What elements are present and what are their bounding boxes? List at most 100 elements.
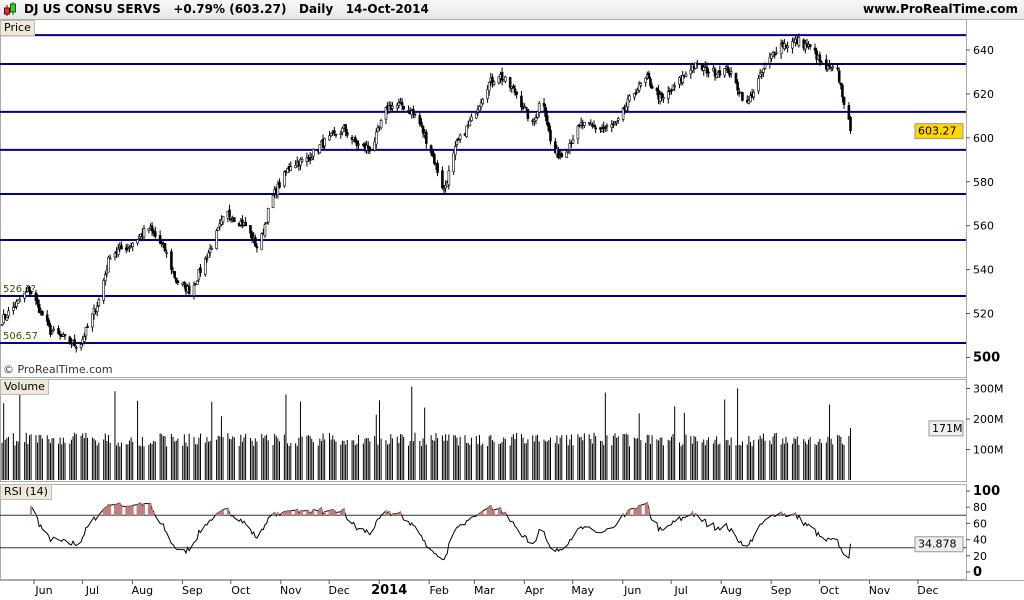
site-link[interactable]: www.ProRealTime.com xyxy=(863,2,1018,16)
candle-body xyxy=(481,99,485,104)
candle xyxy=(637,80,641,93)
candle-body xyxy=(208,247,212,253)
candle xyxy=(487,81,491,96)
period: Daily xyxy=(299,2,334,16)
candle-body xyxy=(397,102,401,107)
candle xyxy=(41,310,44,316)
candle xyxy=(544,104,547,122)
candle xyxy=(662,93,665,103)
candle xyxy=(808,44,812,50)
candle-body xyxy=(583,121,586,126)
rsi-last-tag: 34.878 xyxy=(918,538,957,551)
candle-body xyxy=(779,43,783,55)
time-label: Apr xyxy=(525,584,545,597)
candle-body xyxy=(137,236,141,239)
candle xyxy=(29,290,33,296)
candle xyxy=(723,68,726,78)
candle-body xyxy=(431,150,435,156)
candle xyxy=(704,61,707,68)
candle xyxy=(455,138,459,148)
candle xyxy=(376,124,380,133)
candle-body xyxy=(444,185,447,189)
candle xyxy=(218,219,222,230)
candle xyxy=(158,230,162,245)
candle-body xyxy=(131,242,135,247)
candle-body xyxy=(610,124,614,128)
candle-body xyxy=(289,166,293,171)
candle-body xyxy=(136,239,139,244)
candle-body xyxy=(497,76,501,84)
candle-body xyxy=(557,149,560,158)
candle-body xyxy=(18,299,22,302)
chart-header: DJ US CONSU SERVS +0.79% (603.27) Daily … xyxy=(0,0,1024,20)
candle xyxy=(47,318,51,328)
candle xyxy=(91,313,94,332)
candle-body xyxy=(305,157,309,162)
candle xyxy=(173,270,176,280)
candle xyxy=(644,76,647,87)
candle-body xyxy=(694,62,697,69)
candle xyxy=(165,249,168,258)
candle xyxy=(497,76,501,85)
candle-body xyxy=(52,328,55,331)
time-label: Jul xyxy=(673,584,687,597)
candle xyxy=(150,222,154,236)
candle-body xyxy=(479,102,483,108)
candle-body xyxy=(345,131,349,136)
candle-body xyxy=(13,306,17,309)
candle xyxy=(713,66,717,81)
candle-body xyxy=(723,68,726,76)
candle xyxy=(402,105,405,111)
candle-body xyxy=(16,299,20,304)
candle-body xyxy=(421,126,425,134)
candle-body xyxy=(626,98,630,108)
candle-body xyxy=(255,246,259,249)
candle xyxy=(729,66,733,78)
candle-body xyxy=(286,168,289,174)
candle-body xyxy=(29,291,33,294)
candle xyxy=(204,256,207,277)
candle xyxy=(633,93,636,101)
candle xyxy=(639,81,643,88)
candle-body xyxy=(763,64,767,69)
candle xyxy=(763,62,767,70)
candle-body xyxy=(666,91,670,99)
candle xyxy=(397,98,401,109)
candle-body xyxy=(271,194,275,208)
candle-body xyxy=(400,102,404,106)
candle-body xyxy=(116,248,120,255)
last-price-tag: 603.27 xyxy=(918,125,957,138)
candle-body xyxy=(205,258,209,261)
candle-body xyxy=(102,280,105,301)
candle-body xyxy=(97,299,101,306)
candle xyxy=(263,222,267,238)
candle xyxy=(278,178,281,189)
candle xyxy=(492,80,496,87)
candle-body xyxy=(49,324,52,335)
candle xyxy=(749,91,752,103)
candle xyxy=(786,41,789,53)
candle-body xyxy=(513,88,517,94)
candle-body xyxy=(599,127,602,130)
candle-body xyxy=(786,45,789,48)
candle xyxy=(576,124,580,145)
candle-body xyxy=(173,271,176,278)
candle xyxy=(294,160,297,169)
candle xyxy=(116,243,120,258)
time-label: Nov xyxy=(280,584,302,597)
candle xyxy=(441,166,444,190)
candle xyxy=(820,60,823,66)
candle-body xyxy=(215,230,218,249)
candle-body xyxy=(549,129,552,142)
candle xyxy=(655,86,659,96)
candle xyxy=(616,116,620,124)
candle xyxy=(666,86,670,104)
candle-body xyxy=(260,233,264,250)
candle xyxy=(836,64,839,72)
candle-body xyxy=(689,69,693,75)
candle xyxy=(108,254,112,260)
candle-body xyxy=(492,81,496,85)
candle xyxy=(534,114,538,125)
candle xyxy=(210,245,214,250)
